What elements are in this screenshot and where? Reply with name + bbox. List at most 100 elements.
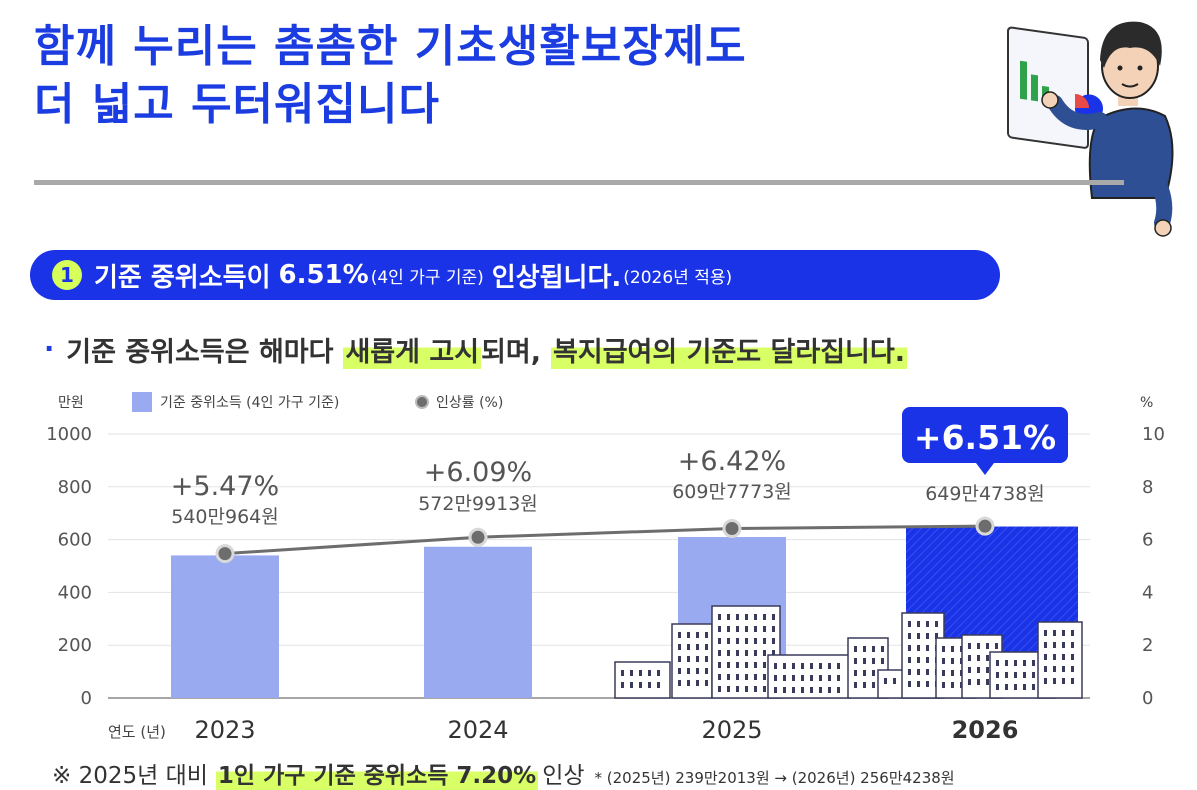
- building-window: [687, 680, 690, 686]
- building-window: [696, 644, 699, 650]
- building-window: [1014, 684, 1017, 690]
- building-window: [772, 638, 775, 644]
- building-window: [872, 670, 875, 676]
- building-window: [968, 655, 971, 661]
- bullet-highlight-2: 복지급여의 기준도 달라집니다.: [551, 330, 907, 369]
- building-window: [986, 643, 989, 649]
- building-window: [1071, 642, 1074, 648]
- building-window: [745, 650, 748, 656]
- banner-rate: 6.51%: [278, 260, 369, 290]
- banner-text-d: 인상됩니다.: [491, 262, 622, 293]
- y-left-tick-label: 200: [58, 635, 92, 656]
- building-window: [1053, 678, 1056, 684]
- building-window: [801, 687, 804, 693]
- building-window: [763, 662, 766, 668]
- building-window: [837, 663, 840, 669]
- building-window: [881, 658, 884, 664]
- building-window: [801, 675, 804, 681]
- building-window: [745, 674, 748, 680]
- building-window: [696, 632, 699, 638]
- building-window: [754, 638, 757, 644]
- income-bar: [171, 555, 279, 698]
- building-window: [819, 687, 822, 693]
- building-window: [1062, 654, 1065, 660]
- building-window: [754, 674, 757, 680]
- building-window: [727, 614, 730, 620]
- building-window: [792, 675, 795, 681]
- building-window: [754, 662, 757, 668]
- building-window: [745, 614, 748, 620]
- building-window: [828, 675, 831, 681]
- building-window: [621, 682, 624, 688]
- rate-value-label: +6.51%: [914, 418, 1056, 457]
- building-window: [977, 679, 980, 685]
- building-window: [1071, 654, 1074, 660]
- building-window: [1005, 672, 1008, 678]
- building-window: [718, 626, 721, 632]
- building-window: [736, 614, 739, 620]
- building-window: [1062, 666, 1065, 672]
- building-window: [810, 687, 813, 693]
- building-window: [1032, 660, 1035, 666]
- y-left-tick-label: 1000: [46, 424, 92, 445]
- building-window: [763, 686, 766, 692]
- legend-line-label: 인상률 (%): [436, 395, 503, 411]
- building-window: [977, 667, 980, 673]
- building-window: [926, 669, 929, 675]
- x-tick-label: 2026: [952, 716, 1019, 744]
- building-window: [854, 682, 857, 688]
- building-window: [792, 687, 795, 693]
- page-title: 함께 누리는 촘촘한 기초생활보장제도 더 넓고 두터워집니다: [34, 18, 747, 134]
- building-window: [968, 667, 971, 673]
- building-window: [917, 669, 920, 675]
- building-window: [942, 658, 945, 664]
- bullet-highlight-1: 새롭게 고시: [343, 330, 482, 369]
- building-window: [718, 674, 721, 680]
- building-window: [837, 675, 840, 681]
- building-window: [1062, 678, 1065, 684]
- building-window: [1044, 630, 1047, 636]
- bullet-text-a: 기준 중위소득은 해마다: [66, 337, 334, 368]
- building-window: [1005, 684, 1008, 690]
- building-window: [727, 638, 730, 644]
- building-window: [1032, 684, 1035, 690]
- y-left-tick-label: 0: [81, 688, 92, 709]
- building-window: [687, 644, 690, 650]
- building-window: [872, 646, 875, 652]
- building-window: [718, 650, 721, 656]
- building-window: [908, 621, 911, 627]
- building-window: [754, 626, 757, 632]
- banner-text-c: (4인 가구 기준): [370, 267, 484, 288]
- building-window: [917, 621, 920, 627]
- building-window: [783, 675, 786, 681]
- building-window: [772, 650, 775, 656]
- building-window: [872, 682, 875, 688]
- building-window: [696, 680, 699, 686]
- building-window: [986, 679, 989, 685]
- y-right-tick-label: 2: [1142, 635, 1153, 656]
- building-window: [763, 674, 766, 680]
- building-window: [1053, 654, 1056, 660]
- building-window: [908, 645, 911, 651]
- building-window: [763, 638, 766, 644]
- title-line-2: 더 넓고 두터워집니다: [34, 79, 440, 130]
- y-left-tick-label: 800: [58, 477, 92, 498]
- building-window: [763, 614, 766, 620]
- income-value-label: 649만4738원: [925, 483, 1045, 505]
- building-window: [736, 650, 739, 656]
- y-right-tick-label: 0: [1142, 688, 1153, 709]
- building-window: [1023, 672, 1026, 678]
- building-window: [783, 663, 786, 669]
- left-axis-unit: 만원: [58, 395, 84, 411]
- income-chart: 만원 기준 중위소득 (4인 가구 기준) 인상률 (%) % 0 200 400 6…: [46, 392, 1165, 744]
- rate-value-label: +5.47%: [171, 471, 279, 502]
- building-window: [736, 686, 739, 692]
- building-window: [917, 657, 920, 663]
- building-window: [828, 663, 831, 669]
- building-window: [863, 646, 866, 652]
- y-left-tick-label: 600: [58, 530, 92, 551]
- building-window: [926, 633, 929, 639]
- legend-bar-swatch: [132, 392, 152, 412]
- building-window: [630, 670, 633, 676]
- footer-detail: * (2025년) 239만2013원 → (2026년) 256만4238원: [594, 769, 955, 787]
